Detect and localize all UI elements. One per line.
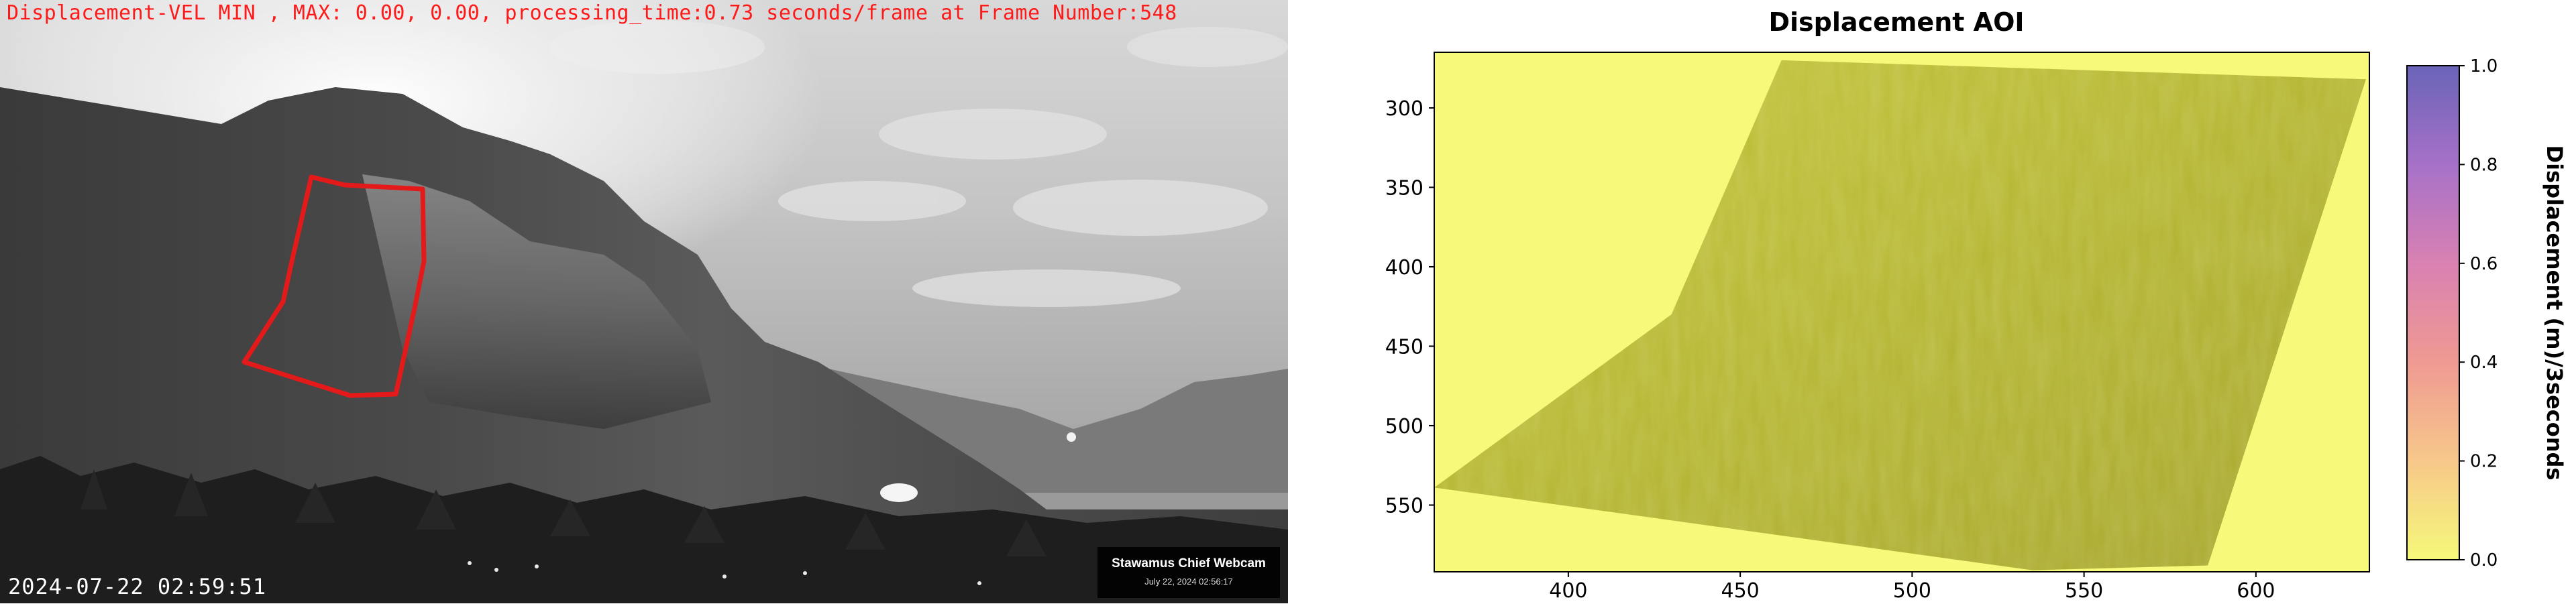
y-tick-label: 300 [1385, 97, 1424, 121]
chart-canvas: Displacement AOI 400 450 500 550 60030035040… [1385, 7, 2567, 603]
chart-title: Displacement AOI [1768, 7, 2024, 37]
y-tick-label: 450 [1385, 335, 1424, 359]
colorbar-tick-label: 0.0 [2470, 550, 2498, 570]
y-tick-label: 550 [1385, 494, 1424, 518]
aoi-texture [1434, 60, 2366, 570]
webcam-image [0, 0, 1288, 603]
y-tick-label: 400 [1385, 256, 1424, 280]
y-tick-label: 350 [1385, 176, 1424, 200]
colorbar-label: Displacement (m)/3seconds [2542, 145, 2567, 481]
x-tick-label: 500 [1893, 579, 1931, 603]
colorbar-tick-label: 1.0 [2470, 56, 2498, 76]
aoi-outline [241, 174, 427, 398]
frame-timestamp: 2024-07-22 02:59:51 [8, 574, 267, 599]
processing-hud-text: Displacement-VEL MIN , MAX: 0.00, 0.00, … [7, 1, 1177, 25]
colorbar-gradient [2406, 65, 2460, 560]
x-tick-label: 400 [1549, 579, 1587, 603]
colorbar-tick-label: 0.8 [2470, 155, 2498, 175]
y-tick-label: 500 [1385, 415, 1424, 438]
webcam-frame: Displacement-VEL MIN , MAX: 0.00, 0.00, … [0, 0, 1288, 603]
colorbar-tick-label: 0.6 [2470, 254, 2498, 274]
colorbar-tick-label: 0.2 [2470, 452, 2498, 472]
badge-title: Stawamus Chief Webcam [1112, 556, 1266, 570]
plot-frame [1434, 52, 2370, 572]
colorbar: 0.0 0.2 0.4 0.6 0.8 1.0 Displacement (m)/3seco… [2406, 56, 2567, 570]
displacement-chart: Displacement AOI 400 450 500 550 600 300 350 40… [1288, 0, 2576, 603]
webcam-badge: Stawamus Chief Webcam July 22, 2024 02:5… [1097, 547, 1280, 598]
plot-area: 400 450 500 550 600 300 350 400 450 500 550 [1385, 52, 2370, 603]
x-tick-label: 450 [1721, 579, 1759, 603]
badge-date: July 22, 2024 02:56:17 [1144, 577, 1233, 587]
colorbar-tick-label: 0.4 [2470, 353, 2498, 373]
x-tick-label: 550 [2065, 579, 2103, 603]
x-tick-label: 600 [2237, 579, 2275, 603]
